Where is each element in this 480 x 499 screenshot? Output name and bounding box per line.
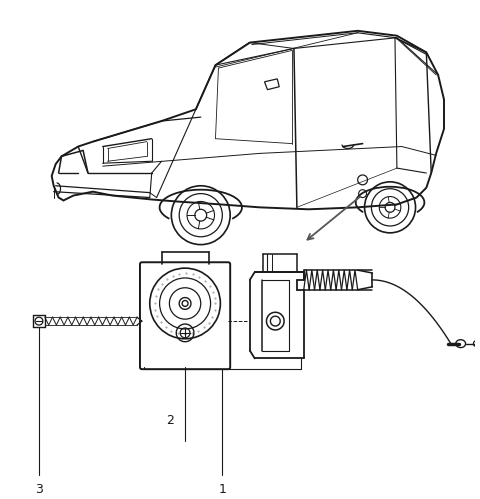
Text: 1: 1 bbox=[218, 483, 226, 496]
Text: 3: 3 bbox=[35, 483, 43, 496]
Text: 2: 2 bbox=[167, 414, 174, 427]
